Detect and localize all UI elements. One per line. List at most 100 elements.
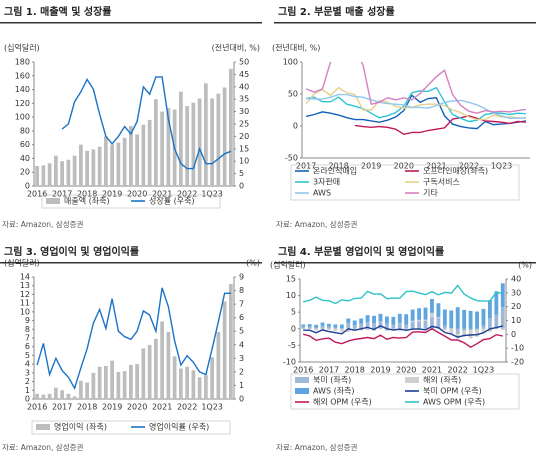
- bar: [135, 134, 139, 186]
- bar: [154, 99, 158, 186]
- bar: [339, 328, 344, 332]
- bar: [430, 317, 434, 329]
- bar: [352, 320, 357, 326]
- bar: [481, 325, 486, 329]
- y2-tick-label: 0: [511, 330, 516, 339]
- bar: [166, 331, 171, 399]
- bar: [72, 396, 77, 399]
- plot-area: [305, 62, 527, 136]
- legend-box: [290, 373, 520, 410]
- bar: [60, 390, 64, 399]
- bar: [116, 142, 121, 186]
- bar: [391, 324, 396, 329]
- plot-area: [35, 283, 233, 399]
- source-note: 자료: Amazon, 삼성증권: [276, 219, 357, 229]
- y-tick-label: 120: [15, 99, 30, 108]
- bar: [122, 137, 127, 186]
- x-tick-label: 2018: [77, 403, 97, 412]
- legend-swatch: [36, 424, 50, 430]
- y-tick-label: 14: [20, 273, 30, 282]
- bar: [365, 322, 370, 329]
- bar: [216, 331, 221, 399]
- y-tick-label: 0: [25, 395, 30, 404]
- line-series: [61, 76, 232, 170]
- y-tick-label: 15: [286, 275, 296, 284]
- y2-tick-label: 0: [239, 182, 244, 191]
- bar: [410, 321, 415, 329]
- bar: [449, 310, 454, 329]
- bar: [494, 314, 499, 329]
- y-tick-label: 8: [25, 325, 30, 334]
- y-tick-label: 0: [291, 324, 296, 333]
- bar: [346, 328, 351, 332]
- legend-swatch: [295, 388, 309, 394]
- legend-label: 오프라인매장(좌측): [423, 166, 488, 176]
- bar: [333, 328, 338, 332]
- bar: [54, 387, 58, 399]
- x-tick-label: 2019: [361, 162, 381, 171]
- y2-tick-label: 5: [239, 169, 244, 178]
- y2-tick-label: 10: [239, 157, 249, 166]
- y-tick-label: 180: [15, 58, 30, 67]
- bar: [41, 394, 46, 399]
- y-tick-label: -50: [285, 154, 298, 163]
- bar: [500, 283, 505, 308]
- bar: [462, 309, 467, 329]
- legend-swatch: [295, 377, 309, 383]
- y-tick-label: 4: [25, 360, 30, 369]
- bar: [66, 393, 71, 399]
- x-tick-label: 2020: [396, 366, 416, 375]
- bar: [147, 119, 152, 186]
- line-series: [36, 287, 231, 390]
- bar: [423, 319, 428, 321]
- y2-tick-label: -20: [511, 358, 524, 367]
- bar: [91, 372, 96, 399]
- legend-label: 3자판매: [313, 178, 340, 187]
- y-tick-label: 20: [20, 168, 30, 177]
- x-tick-label: 2018: [77, 190, 97, 199]
- bar: [487, 318, 492, 329]
- bar: [85, 150, 89, 186]
- bar: [116, 371, 121, 399]
- bar: [365, 315, 370, 323]
- bar: [179, 368, 183, 399]
- bar: [417, 308, 422, 320]
- bar: [166, 108, 171, 186]
- line-series: [305, 62, 527, 114]
- bar: [410, 309, 415, 321]
- bar: [79, 380, 83, 399]
- y-tick-label: 2: [25, 377, 30, 386]
- y2-axis-label: (전년대비, %): [212, 43, 260, 53]
- y-tick-label: 60: [20, 140, 30, 149]
- bar: [346, 323, 351, 329]
- bar: [110, 144, 114, 186]
- bar: [91, 149, 96, 186]
- bar: [442, 328, 447, 331]
- y-tick-label: 100: [283, 58, 298, 67]
- bar: [352, 325, 357, 329]
- bar: [475, 329, 479, 337]
- bar: [41, 165, 46, 186]
- y-tick-label: -5: [288, 341, 296, 350]
- bar: [384, 316, 389, 324]
- y-tick-label: 6: [25, 342, 30, 351]
- bar: [487, 328, 492, 332]
- bar: [462, 330, 467, 337]
- bar: [97, 146, 102, 186]
- bar: [462, 328, 467, 331]
- bar: [500, 328, 505, 331]
- bar: [475, 328, 479, 330]
- bar: [320, 325, 325, 329]
- bar: [204, 83, 208, 186]
- bar: [35, 393, 39, 399]
- x-tick-label: 2018: [345, 366, 365, 375]
- x-tick-label: 2016: [27, 403, 47, 412]
- plot-area: [301, 283, 505, 349]
- chart-title: 그림 3. 영업이익 및 영업이익률: [4, 245, 139, 258]
- legend-label: 해외 OPM (우측): [313, 397, 372, 407]
- legend-label: 영업이익률 (우축): [149, 422, 209, 432]
- bar: [179, 91, 183, 186]
- y2-tick-label: 2: [239, 367, 244, 376]
- x-tick-label: 2017: [52, 403, 72, 412]
